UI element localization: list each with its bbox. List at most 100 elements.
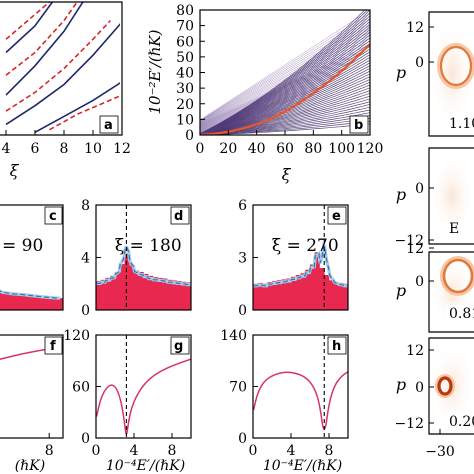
- panel-b-fan-line-43: [200, 10, 366, 135]
- panel-a-series-6: [34, 82, 120, 134]
- panel-a-series-4: [5, 23, 120, 126]
- panel-d-bar-13: [157, 277, 163, 310]
- panel-e-bar-1: [257, 282, 263, 310]
- svg-text:f: f: [50, 339, 56, 354]
- panel-b-fan-ray-4: [200, 119, 271, 134]
- panel-b-fan-ray-12: [200, 94, 315, 131]
- panel-b-fan-line-21: [200, 65, 370, 135]
- panel-b-fan-ray-16: [200, 81, 331, 129]
- panel-c-frame: [0, 204, 64, 311]
- panel-c-bar-7: [34, 296, 41, 310]
- panel-d-ytick-label: 0: [81, 303, 90, 319]
- density-row-0-label: 1.10: [449, 116, 474, 132]
- panel-b-fan-ray-37: [200, 16, 370, 122]
- panel-b-fan-ray-21: [200, 66, 349, 128]
- panel-d-bar-18: [181, 281, 187, 310]
- panel-d-bar-5: [119, 264, 125, 310]
- panel-c-bar-1: [0, 292, 6, 310]
- panel-c-bar-11: [57, 298, 63, 310]
- panel-h-xtick-label: 8: [325, 443, 334, 459]
- panel-a-series-1: [5, 2, 51, 40]
- density-row-1-glow: [430, 152, 474, 240]
- panel-d-bar-0: [96, 281, 102, 310]
- panel-a-xtick-label: 4: [2, 141, 11, 157]
- panel-a-frame: [0, 1, 123, 136]
- panel-b-ylabel: 10⁻²E′/(ℏK): [146, 29, 164, 114]
- density-row-3-ylabel: p: [396, 375, 406, 394]
- panel-e-bar-3: [267, 282, 273, 310]
- panel-e-bar-19: [343, 283, 348, 310]
- panel-e-bar-18: [338, 282, 344, 310]
- panel-b-xtick-label: 80: [304, 141, 322, 157]
- panel-label-a: a: [99, 115, 119, 134]
- panel-b-xlabel: ξ: [282, 165, 292, 184]
- panel-d-bar-17: [176, 281, 182, 310]
- panel-a-series-2: [5, 2, 84, 96]
- panel-b-fan-ray-28: [200, 44, 370, 125]
- panel-d-bar-16: [172, 280, 178, 310]
- panel-e-fit-curve: [253, 244, 348, 287]
- density-row-2-label-bg: [446, 305, 474, 322]
- panel-b-fan-ray-25: [200, 53, 362, 126]
- panel-c-fit-curve: [0, 290, 61, 299]
- svg-text:d: d: [174, 209, 183, 224]
- panel-label-f: f: [44, 336, 63, 355]
- panel-b-fan-ray-17: [200, 78, 335, 129]
- panel-b-fan-ray-29: [200, 41, 370, 125]
- density-xtick-label: −30: [425, 444, 455, 460]
- density-row-0-label-bg: [446, 115, 474, 132]
- density-row-3-ytick-label: 12: [406, 343, 424, 359]
- panel-d-bar-3: [110, 275, 116, 310]
- panel-d-bar-4: [115, 271, 121, 310]
- panel-a-xtick-label: 10: [84, 141, 102, 157]
- panel-b-xtick-label: 40: [248, 141, 266, 157]
- panel-d-bar-14: [162, 278, 168, 310]
- panel-b-ytick-label: 30: [176, 81, 194, 97]
- panel-e-bar-8: [291, 276, 297, 310]
- density-row-3-frame: [428, 337, 474, 435]
- panel-b-fan-ray-39: [200, 10, 370, 121]
- panel-e-ytick-label: 3: [238, 251, 247, 267]
- panel-b-fan-ray-5: [200, 116, 278, 134]
- panel-b-fan-ray-20: [200, 69, 346, 128]
- density-row-0-ring: [439, 45, 473, 87]
- svg-text:c: c: [49, 209, 57, 224]
- panel-g-ytick-label: 0: [81, 431, 90, 447]
- panel-e-bar-6: [281, 279, 287, 310]
- density-row-0-ytick-label: 12: [406, 20, 424, 36]
- panel-b-ytick-label: 70: [176, 19, 194, 35]
- svg-text:b: b: [354, 118, 363, 133]
- density-row-3-label-bg: [446, 413, 474, 430]
- panel-d-annotation: ξ = 180: [115, 236, 182, 256]
- panel-b-ytick-label: 40: [176, 66, 194, 82]
- panel-h-ytick-label: 0: [238, 431, 247, 447]
- panel-h-xtick-label: 4: [287, 443, 296, 459]
- density-row-1-label: E: [449, 221, 459, 237]
- panel-b-fan-ray-11: [200, 97, 310, 131]
- panel-d-bar-8: [134, 270, 140, 310]
- panel-a-xlabel: ξ: [10, 161, 20, 180]
- panel-g-ytick-label: 120: [63, 328, 90, 344]
- panel-a-series-7: [49, 95, 120, 131]
- panel-b-fan-ray-9: [200, 103, 301, 132]
- density-row-1-ytick-label: 0: [415, 181, 424, 197]
- svg-text:h: h: [332, 339, 341, 354]
- density-row-2-ytick-label: 0: [415, 274, 424, 290]
- panel-b-fan-ray-10: [200, 100, 306, 132]
- panel-e-bar-11: [305, 269, 311, 310]
- panel-b-ytick-label: 20: [176, 97, 194, 113]
- panel-b-fan-ray-24: [200, 56, 359, 126]
- panel-label-e: e: [327, 206, 347, 225]
- panel-b-fan-ray-34: [200, 25, 370, 123]
- panel-b-fan-ray-30: [200, 37, 370, 124]
- density-row-0-ylabel: p: [396, 63, 406, 82]
- panel-b-fan-ray-14: [200, 87, 323, 130]
- panel-c-bar-10: [51, 298, 58, 310]
- density-row-2-ring-halo: [440, 256, 474, 296]
- panel-b-ytick-label: 10: [176, 112, 194, 128]
- panel-d-bar-15: [167, 279, 173, 310]
- panel-b-fan-ray-15: [200, 84, 327, 130]
- panel-b-xtick-label: 20: [219, 141, 237, 157]
- svg-text:e: e: [332, 209, 341, 224]
- panel-b-fan-ray-23: [200, 59, 356, 127]
